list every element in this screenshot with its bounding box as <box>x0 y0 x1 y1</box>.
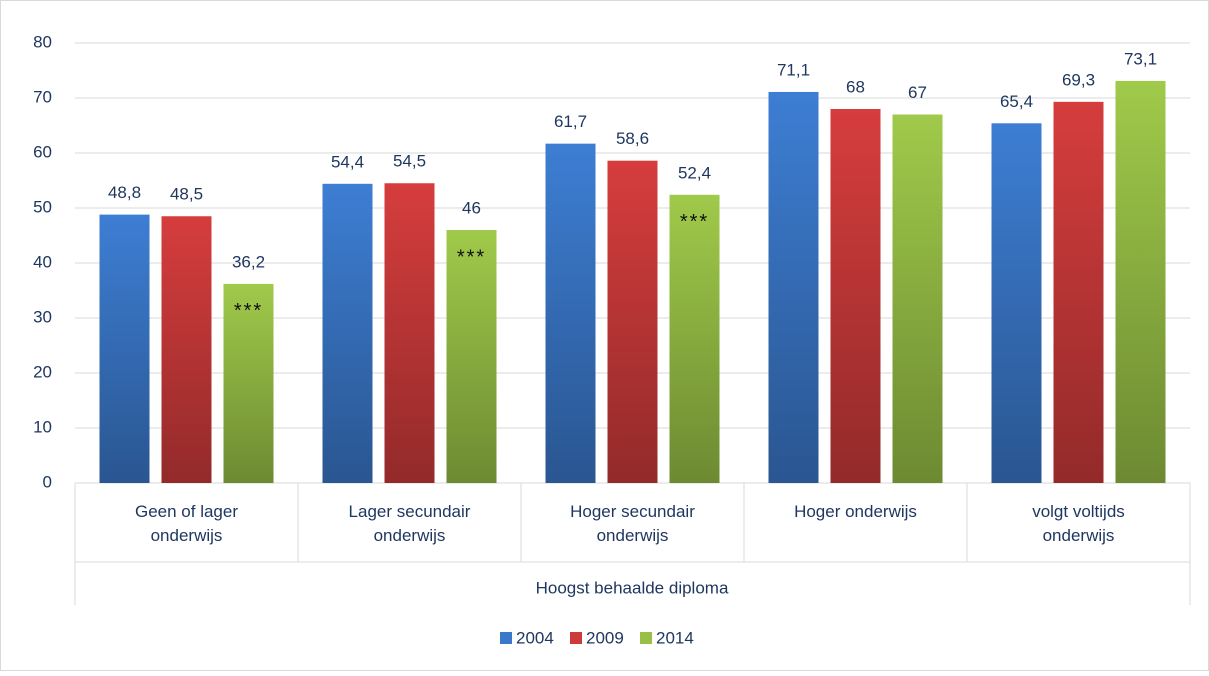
x-tick-label: Geen of lager onderwijs <box>135 502 238 545</box>
bar <box>99 214 150 483</box>
x-tick-label: Lager secundair onderwijs <box>349 502 471 545</box>
data-label: 54,4 <box>331 152 364 171</box>
bar <box>669 194 720 484</box>
data-label: 36,2 <box>232 252 265 271</box>
x-tick-label: volgt voltijds onderwijs <box>1032 502 1125 545</box>
y-tick-label: 40 <box>33 252 52 271</box>
legend-swatch <box>570 632 582 644</box>
legend-label: 2004 <box>516 628 554 647</box>
bar <box>223 283 274 483</box>
x-tick-line: onderwijs <box>151 526 223 545</box>
legend-label: 2009 <box>586 628 624 647</box>
data-label: 68 <box>846 77 865 96</box>
x-tick-line: onderwijs <box>374 526 446 545</box>
y-tick-label: 30 <box>33 307 52 326</box>
y-tick-label: 80 <box>33 32 52 51</box>
y-tick-label: 50 <box>33 197 52 216</box>
data-label: 65,4 <box>1000 92 1033 111</box>
x-tick-line: Hoger onderwijs <box>794 502 917 521</box>
legend-label: 2014 <box>656 628 694 647</box>
bar <box>607 160 658 483</box>
bar <box>1053 101 1104 483</box>
x-tick-line: Lager secundair <box>349 502 471 521</box>
x-tick-line: Geen of lager <box>135 502 238 521</box>
data-label: 61,7 <box>554 112 587 131</box>
data-label: 54,5 <box>393 152 426 171</box>
legend-swatch <box>500 632 512 644</box>
data-label: 48,8 <box>108 183 141 202</box>
legend-swatch <box>640 632 652 644</box>
bar <box>1115 80 1166 483</box>
x-tick-line: volgt voltijds <box>1032 502 1125 521</box>
x-tick-label: Hoger secundair onderwijs <box>570 502 695 545</box>
x-tick-line: onderwijs <box>597 526 669 545</box>
bar <box>830 109 881 483</box>
annotation: *** <box>457 246 486 268</box>
bar <box>384 183 435 483</box>
data-label: 67 <box>908 83 927 102</box>
bar <box>322 183 373 484</box>
x-tick-line: Hoger secundair <box>570 502 695 521</box>
bar <box>991 123 1042 484</box>
annotation: *** <box>234 300 263 322</box>
data-label: 48,5 <box>170 185 203 204</box>
bar <box>161 216 212 483</box>
bar <box>446 230 497 483</box>
data-label: 58,6 <box>616 129 649 148</box>
y-tick-label: 0 <box>43 472 52 491</box>
data-label: 71,1 <box>777 60 810 79</box>
y-tick-label: 60 <box>33 142 52 161</box>
x-tick-line: onderwijs <box>1043 526 1115 545</box>
data-label: 46 <box>462 198 481 217</box>
bar <box>545 143 596 483</box>
x-tick-label: Hoger onderwijs <box>794 502 917 521</box>
data-label: 52,4 <box>678 163 711 182</box>
bar <box>768 91 819 483</box>
annotation: *** <box>680 211 709 233</box>
data-label: 73,1 <box>1124 49 1157 68</box>
y-tick-label: 10 <box>33 417 52 436</box>
bar <box>892 114 943 483</box>
y-tick-label: 20 <box>33 362 52 381</box>
x-axis-title: Hoogst behaalde diploma <box>536 578 729 597</box>
data-label: 69,3 <box>1062 70 1095 89</box>
y-tick-label: 70 <box>33 87 52 106</box>
